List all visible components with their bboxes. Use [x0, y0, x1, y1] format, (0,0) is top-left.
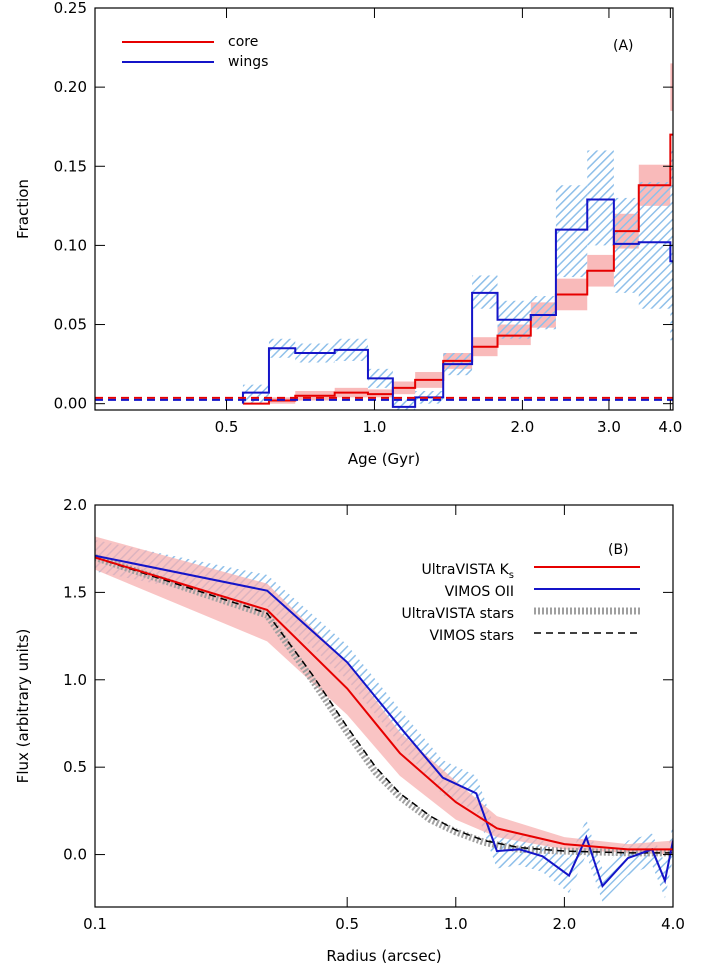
ultravista-ks-band: [95, 536, 673, 855]
panel-a-ytick-label-4: 0.20: [54, 78, 87, 96]
wings-band-10: [530, 296, 556, 330]
panel-a-ylabel: Fraction: [14, 179, 32, 239]
vimos-stars-line: [95, 556, 673, 854]
panel-b: 0.1 0.5 1.0 2.0 4.0 0.0 0.5 1.0 1.5 2.0 (B) Radiu…: [14, 496, 685, 965]
panel-a-xtick-label-2: 2.0: [510, 418, 534, 436]
panel-b-xtick-label-1: 0.5: [335, 915, 359, 933]
panel-b-ytick-label-2: 1.0: [63, 671, 87, 689]
wings-step-line: [241, 198, 673, 408]
legend-ultravista-stars-label: UltraVISTA stars: [402, 606, 514, 622]
panel-a-xlabel: Age (Gyr): [348, 450, 420, 468]
legend-wings-label: wings: [228, 54, 268, 70]
panel-b-xtick-label-0: 0.1: [83, 915, 107, 933]
panel-b-ytick-label-1: 0.5: [63, 758, 87, 776]
panel-a-ytick-label-5: 0.25: [54, 0, 87, 17]
panel-a-ytick-label-2: 0.10: [54, 236, 87, 254]
panel-b-ytick-label-4: 2.0: [63, 496, 87, 514]
vimos-oii-line: [95, 554, 673, 888]
panel-b-frame: [94, 504, 674, 908]
panel-a-xtick-label-0: 0.5: [215, 418, 239, 436]
panel-a-ytick-label-3: 0.15: [54, 157, 87, 175]
legend-vimos-oii-label: VIMOS OII: [445, 584, 514, 600]
panel-b-xtick-label-3: 2.0: [552, 915, 576, 933]
panel-b-xlabel: Radius (arcsec): [326, 947, 441, 965]
legend-ultravista-ks-sub: s: [509, 570, 514, 581]
ultravista-stars-line: [95, 554, 673, 857]
panel-a-label: (A): [613, 38, 634, 54]
panel-b-label: (B): [608, 542, 629, 558]
ultravista-ks-line: [95, 556, 673, 851]
panel-b-legend: UltraVISTA Ks VIMOS OII UltraVISTA stars…: [402, 562, 640, 644]
wings-band-13: [613, 197, 639, 293]
panel-b-xtick-label-2: 1.0: [444, 915, 468, 933]
panel-a: 0.5 1.0 2.0 3.0 4.00.000.050.100.150.200.25 …: [14, 0, 682, 468]
panel-a-xtick-label-3: 3.0: [597, 418, 621, 436]
panel-a-xtick-label-4: 4.0: [658, 418, 682, 436]
legend-ultravista-ks-main: UltraVISTA K: [422, 562, 510, 578]
wings-band-11: [555, 185, 588, 278]
panel-b-ytick-label-3: 1.5: [63, 583, 87, 601]
panel-a-ytick-label-0: 0.00: [54, 395, 87, 413]
panel-a-xtick-label-1: 1.0: [363, 418, 387, 436]
panel-a-ytick-label-1: 0.05: [54, 316, 87, 334]
panel-b-ylabel: Flux (arbitrary units): [14, 629, 32, 784]
panel-a-legend: core wings: [122, 34, 268, 70]
wings-band-12: [587, 150, 614, 246]
legend-ultravista-ks-label: UltraVISTA Ks: [422, 562, 514, 581]
panel-b-xtick-label-4: 4.0: [661, 915, 685, 933]
panel-a-frame: [94, 7, 674, 411]
panel-b-ytick-label-0: 0.0: [63, 846, 87, 864]
legend-vimos-stars-label: VIMOS stars: [429, 628, 514, 644]
legend-core-label: core: [228, 34, 258, 50]
wings-band-0: [242, 384, 269, 404]
